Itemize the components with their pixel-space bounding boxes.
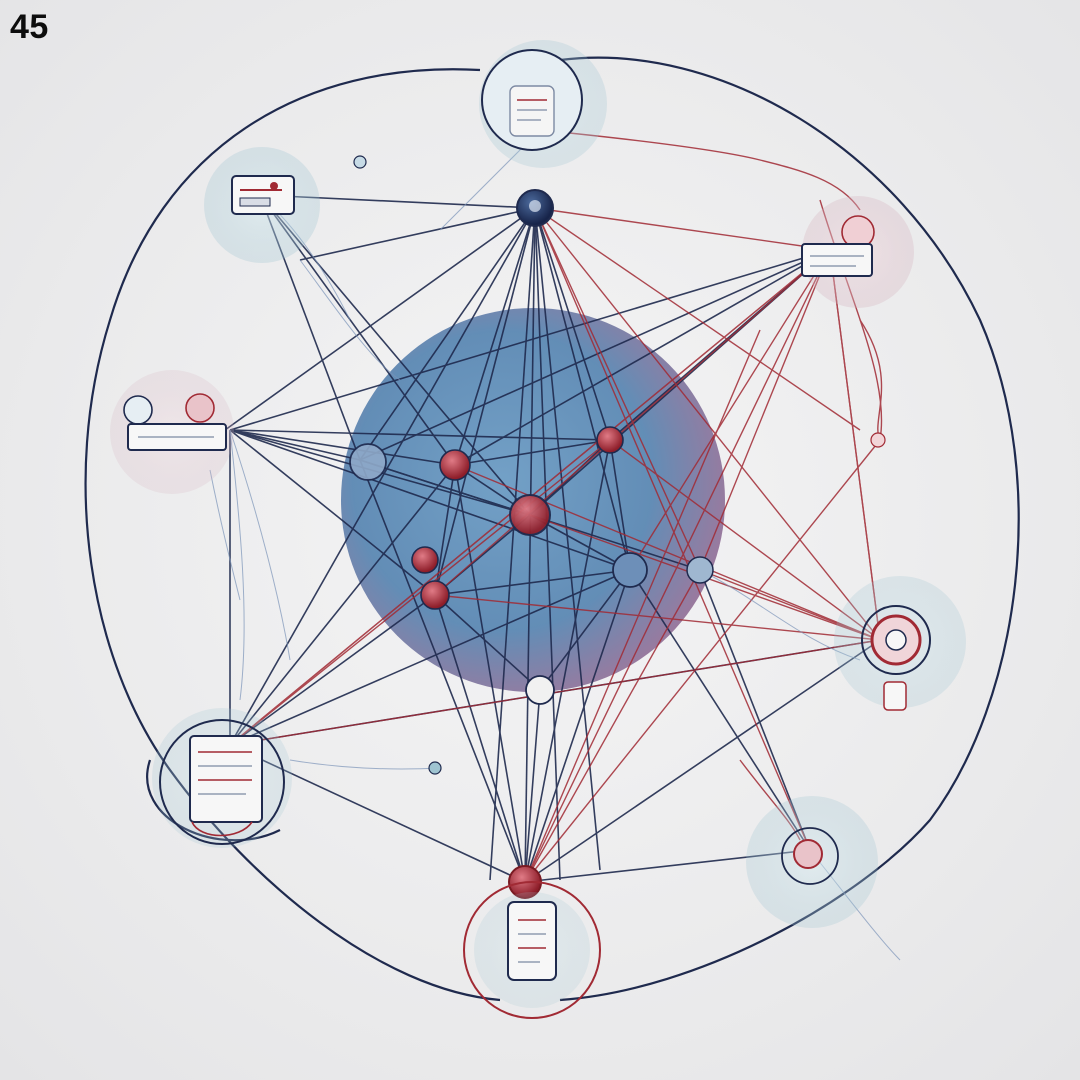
hub-small-1 — [428, 761, 442, 775]
top-right-device-node-icon — [801, 196, 914, 308]
hub-small-3 — [353, 155, 367, 169]
hub-inner-3 — [420, 580, 450, 610]
hub-inner-1 — [439, 449, 471, 481]
hub-inner-5 — [411, 546, 439, 574]
bottom-device-node-icon — [463, 881, 601, 1019]
image-number: 45 — [10, 8, 49, 46]
red-connections — [229, 129, 883, 883]
wispy-connections — [209, 129, 901, 961]
right-ring-node-icon — [834, 576, 966, 711]
hub-inner-4 — [612, 552, 648, 588]
hub-small-2 — [870, 432, 886, 448]
top-left-device-node-icon — [204, 147, 320, 263]
top-glass-node-icon — [479, 40, 607, 168]
bottom-right-ring-node-icon — [746, 796, 878, 928]
bottom-left-device-node-icon — [152, 708, 292, 848]
hub-inner-6 — [349, 443, 387, 481]
left-device-node-icon — [110, 370, 234, 494]
hub-inner-2 — [596, 426, 624, 454]
hub-inner-8 — [525, 675, 555, 705]
hub-inner-7 — [686, 556, 714, 584]
hub-center — [509, 494, 551, 536]
